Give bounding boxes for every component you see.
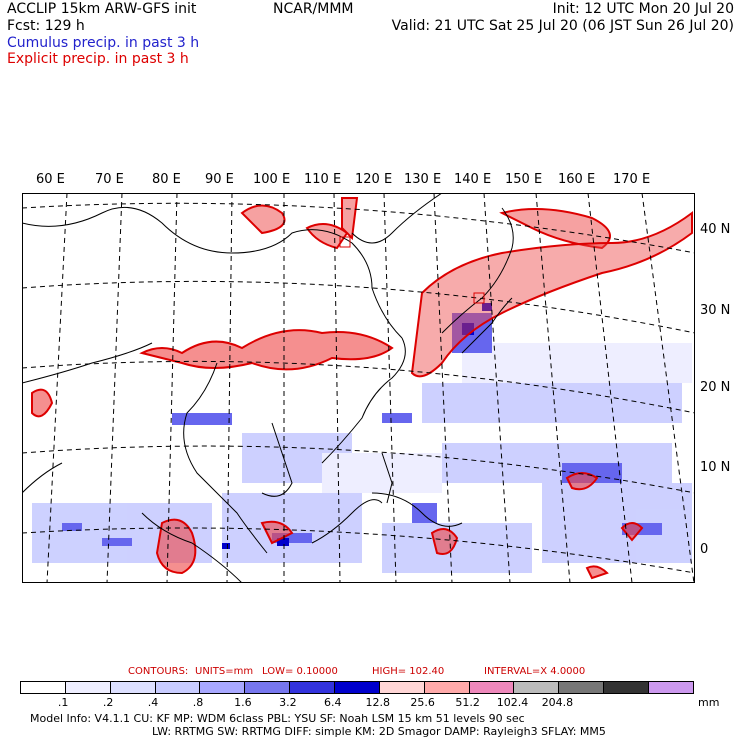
lat-label: 10 N [700,460,731,475]
colorbar-tick-label: 1.6 [234,696,252,709]
colorbar-tick-label: 6.4 [324,696,342,709]
colorbar-tick-label: 3.2 [279,696,297,709]
lon-label: 110 E [304,172,342,187]
precip-map [22,193,695,583]
lon-label: 160 E [558,172,596,187]
cumulus-precip-field [32,303,692,573]
colorbar-swatch [110,682,156,693]
lon-label: 130 E [404,172,442,187]
contours-label: CONTOURS: [128,666,189,677]
colorbar-tick-label: 25.6 [410,696,435,709]
contours-units: UNITS=mm [195,666,254,677]
colorbar-unit: mm [698,696,720,709]
colorbar-tick-label: 102.4 [496,696,529,709]
legend-cumulus: Cumulus precip. in past 3 h [7,35,200,51]
colorbar-tick-label: .2 [102,696,114,709]
colorbar-swatch [649,682,693,693]
lat-label: 0 [700,542,709,557]
graticule [22,193,695,583]
lon-label: 100 E [253,172,291,187]
coastlines [22,193,514,583]
valid-time: Valid: 21 UTC Sat 25 Jul 20 (06 JST Sun … [391,18,734,34]
lon-label: 120 E [355,172,393,187]
colorbar-tick-label: 204.8 [541,696,574,709]
plot-title: ACCLIP 15km ARW-GFS init [7,1,197,17]
lon-label: 70 E [95,172,124,187]
legend-explicit: Explicit precip. in past 3 h [7,51,189,67]
model-info-line1: Model Info: V4.1.1 CU: KF MP: WDM 6class… [30,712,525,725]
map-frame [22,193,695,583]
model-info-line2: LW: RRTMG SW: RRTMG DIFF: simple KM: 2D … [152,725,606,738]
lat-label: 20 N [700,380,731,395]
colorbar-swatch [65,682,111,693]
colorbar-swatch [379,682,425,693]
forecast-hour: Fcst: 129 h [7,18,85,34]
lon-label: 80 E [152,172,181,187]
low-markers [339,236,485,304]
lon-label: 90 E [205,172,234,187]
lon-label: 150 E [505,172,543,187]
contours-high: HIGH= 102.40 [372,666,445,677]
colorbar-swatch [469,682,515,693]
center-label: NCAR/MMM [273,1,354,17]
lon-label: 170 E [613,172,651,187]
colorbar-swatch [155,682,201,693]
contours-low: LOW= 0.10000 [262,666,338,677]
colorbar-tick-label: 12.8 [365,696,390,709]
colorbar-swatch [514,682,560,693]
colorbar-swatch [200,682,246,693]
colorbar-swatch [424,682,470,693]
colorbar-swatch [290,682,336,693]
lat-label: 30 N [700,303,731,318]
lon-label: 60 E [36,172,65,187]
colorbar-swatch [604,682,650,693]
colorbar-swatch [21,682,66,693]
lat-label: 40 N [700,222,731,237]
colorbar-swatch [559,682,605,693]
colorbar-swatch [245,682,291,693]
contours-interval: INTERVAL=X 4.0000 [484,666,586,677]
lon-label: 140 E [454,172,492,187]
colorbar-tick-label: .1 [57,696,69,709]
colorbar-tick-label: .8 [192,696,204,709]
colorbar-tick-label: .4 [147,696,159,709]
colorbar-tick-label: 51.2 [455,696,480,709]
colorbar [20,681,694,694]
explicit-precip-field [31,197,693,580]
colorbar-swatch [335,682,380,693]
init-time: Init: 12 UTC Mon 20 Jul 20 [552,1,734,17]
